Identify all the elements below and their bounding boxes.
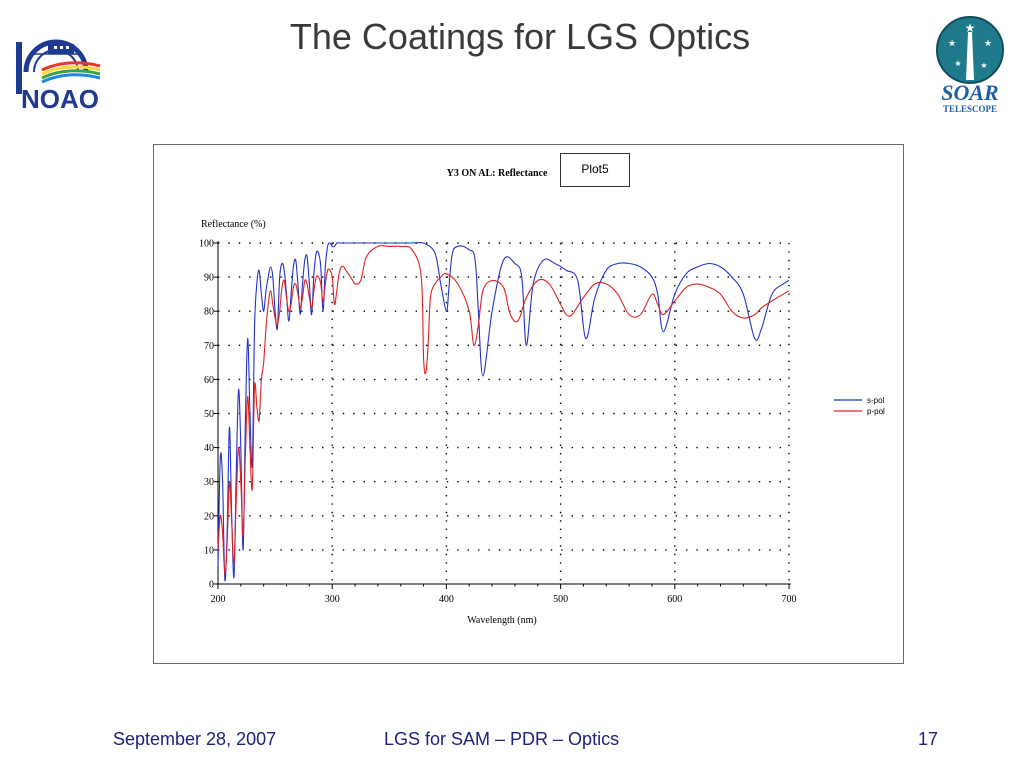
svg-text:★: ★ — [954, 59, 961, 68]
svg-text:★: ★ — [980, 61, 987, 70]
x-tick-label: 200 — [211, 594, 226, 605]
noao-logo: NOAO — [16, 39, 101, 114]
chart-frame — [153, 144, 904, 664]
footer-date: September 28, 2007 — [113, 729, 277, 749]
x-tick-label: 300 — [325, 594, 340, 605]
soar-logo-subtext: TELESCOPE — [943, 104, 997, 114]
x-tick-label: 600 — [667, 594, 682, 605]
y-tick-label: 30 — [204, 477, 214, 488]
footer-page-number: 17 — [918, 729, 939, 749]
y-axis-label: Reflectance (%) — [201, 219, 266, 230]
y-tick-label: 60 — [204, 375, 214, 386]
y-tick-label: 0 — [209, 580, 214, 591]
y-tick-label: 90 — [204, 273, 214, 284]
slide-title: The Coatings for LGS Optics — [289, 16, 751, 57]
x-tick-label: 400 — [439, 594, 454, 605]
y-tick-label: 10 — [204, 545, 214, 556]
x-tick-label: 500 — [553, 594, 568, 605]
svg-text:★: ★ — [984, 39, 992, 49]
axes: 0 10 20 30 40 50 60 70 80 90 100 200 300 400 500 600 700 — [199, 239, 797, 606]
noao-logo-text: NOAO — [21, 84, 99, 114]
legend: s-pol p-pol — [834, 396, 885, 416]
footer-center-text: LGS for SAM – PDR – Optics — [384, 729, 620, 749]
chart-title: Y3 ON AL: Reflectance — [447, 168, 548, 179]
y-tick-label: 70 — [204, 341, 214, 352]
series-line-p-pol — [217, 245, 790, 575]
y-tick-label: 50 — [204, 409, 214, 420]
svg-text:★: ★ — [965, 21, 976, 35]
legend-label-s-pol: s-pol — [867, 396, 885, 405]
soar-logo: ★ ★ ★ ★ ★ SOAR TELESCOPE — [936, 16, 1004, 114]
soar-logo-text: SOAR — [941, 80, 998, 105]
series-lines — [217, 242, 790, 582]
x-axis-label: Wavelength (nm) — [467, 615, 536, 626]
y-tick-label: 80 — [204, 307, 214, 318]
legend-label-p-pol: p-pol — [867, 407, 885, 416]
plot-tag: Plot5 — [560, 153, 630, 187]
y-tick-label: 100 — [199, 239, 214, 250]
x-tick-label: 700 — [782, 594, 797, 605]
svg-text:★: ★ — [948, 39, 956, 49]
y-tick-label: 20 — [204, 511, 214, 522]
series-line-s-pol — [217, 242, 790, 582]
grid-lines — [218, 242, 790, 584]
y-tick-label: 40 — [204, 443, 214, 454]
